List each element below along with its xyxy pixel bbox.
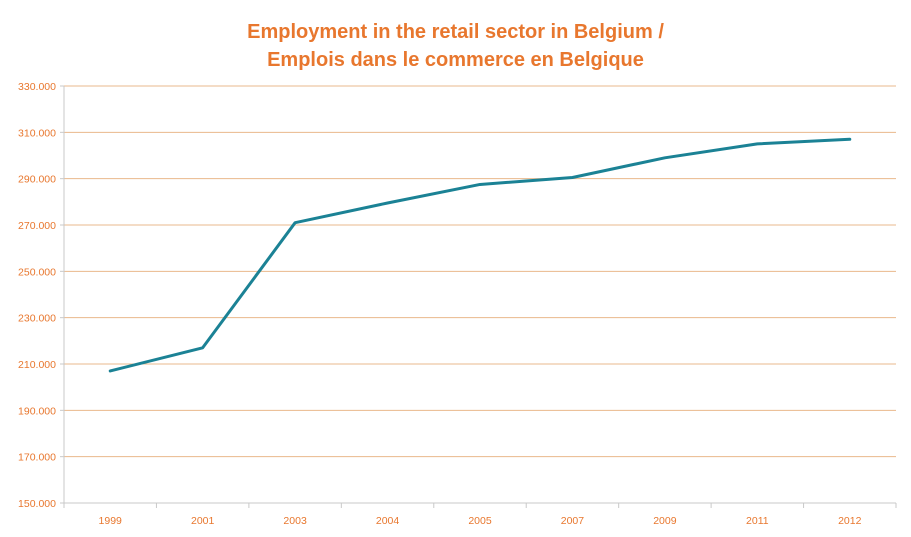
x-tick-label: 2011 — [746, 515, 769, 527]
series-line — [108, 137, 852, 373]
y-tick-label: 310.000 — [18, 127, 56, 139]
x-tick-label: 2003 — [283, 515, 307, 527]
x-tick-label: 2012 — [838, 515, 862, 527]
x-tick-label: 2007 — [561, 515, 585, 527]
y-axis-tick-labels: 150.000 170.000 190.000 210.000 230.000 250.0… — [18, 81, 56, 510]
x-tick-label: 1999 — [99, 515, 123, 527]
y-tick-label: 170.000 — [18, 452, 56, 464]
y-tick-label: 230.000 — [18, 313, 56, 325]
axes — [60, 85, 897, 508]
x-tick-label: 2004 — [376, 515, 400, 527]
y-tick-label: 190.000 — [18, 405, 56, 417]
x-tick-label: 2009 — [653, 515, 677, 527]
chart-title: Employment in the retail sector in Belgi… — [0, 18, 911, 74]
y-tick-label: 250.000 — [18, 266, 56, 278]
chart-title-line1: Employment in the retail sector in Belgi… — [247, 21, 664, 43]
chart-title-line2: Emplois dans le commerce en Belgique — [267, 49, 644, 71]
y-tick-label: 330.000 — [18, 81, 56, 93]
x-tick-label: 2005 — [468, 515, 492, 527]
x-axis-tick-labels: 1999 2001 2003 2004 2005 2007 2009 2011 2012 — [99, 515, 862, 527]
y-tick-label: 210.000 — [18, 359, 56, 371]
y-tick-label: 150.000 — [18, 498, 56, 510]
y-tick-label: 290.000 — [18, 174, 56, 186]
x-tick-label: 2001 — [191, 515, 215, 527]
y-tick-label: 270.000 — [18, 220, 56, 232]
series — [108, 137, 852, 373]
grid-lines — [64, 85, 896, 458]
